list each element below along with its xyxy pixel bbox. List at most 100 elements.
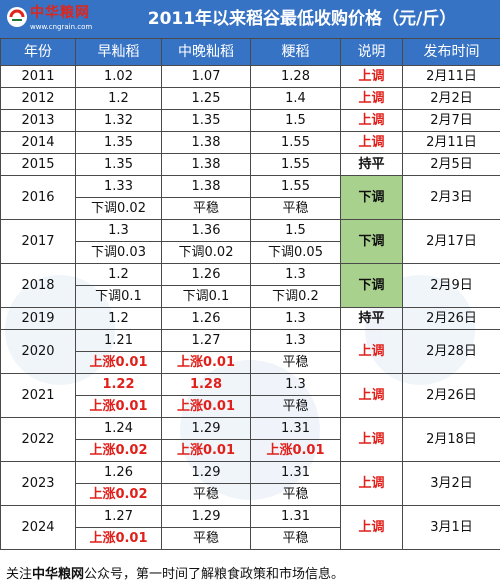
cell-japonica-change: 平稳	[250, 483, 341, 506]
cell-japonica-change: 平稳	[250, 527, 341, 550]
cell-japonica: 1.28	[250, 65, 341, 88]
cell-early-change: 上涨0.02	[75, 439, 162, 462]
logo: 中华粮网 www.cngrain.com	[6, 5, 104, 35]
cell-japonica: 1.3	[250, 263, 341, 286]
cell-mid: 1.29	[161, 461, 251, 484]
table-row: 2022 1.24 1.29 1.31 上调 2月18日	[0, 417, 500, 462]
cell-japonica: 1.55	[250, 175, 341, 198]
table-row: 2014 1.35 1.38 1.55 上调 2月11日	[0, 131, 500, 154]
cell-note: 持平	[340, 307, 403, 330]
table-row: 2023 1.26 1.29 1.31 上调 3月2日	[0, 461, 500, 506]
cell-note: 上调	[340, 109, 403, 132]
cell-mid: 1.29	[161, 505, 251, 528]
table-row: 2021 1.22 1.28 1.3 上调 2月26日	[0, 373, 500, 418]
table-row-change: 上涨0.02 平稳 平稳	[1, 483, 500, 506]
column-header: 粳稻	[250, 38, 341, 66]
table-row: 2017 1.3 1.36 1.5 下调 2月17日	[0, 219, 500, 264]
cell-japonica-change: 平稳	[250, 197, 341, 220]
cell-note: 上调	[340, 87, 403, 110]
cell-mid: 1.29	[161, 417, 251, 440]
cell-early: 1.3	[75, 219, 162, 242]
cell-mid-change: 上涨0.01	[161, 395, 251, 418]
cell-early-change: 下调0.02	[75, 197, 162, 220]
cell-early: 1.35	[75, 131, 162, 154]
cell-early-change: 下调0.1	[75, 285, 162, 308]
cell-date: 2月9日	[402, 263, 500, 308]
cell-early-change: 上涨0.02	[75, 483, 162, 506]
table-row: 2020 1.21 1.27 1.3 上调 2月28日	[0, 329, 500, 374]
cell-early: 1.33	[75, 175, 162, 198]
cell-japonica: 1.4	[250, 87, 341, 110]
cell-date: 3月2日	[402, 461, 500, 506]
cell-note: 上调	[340, 65, 403, 88]
cell-japonica: 1.3	[250, 373, 341, 396]
cell-japonica: 1.55	[250, 153, 341, 176]
column-header: 中晚籼稻	[161, 38, 251, 66]
cell-year: 2012	[0, 87, 76, 110]
table-header-row: 年份 早籼稻 中晚籼稻 粳稻 说明 发布时间	[0, 38, 500, 66]
cell-date: 2月28日	[402, 329, 500, 374]
cell-mid-change: 平稳	[161, 527, 251, 550]
column-header: 早籼稻	[75, 38, 162, 66]
cell-note: 上调	[340, 417, 403, 462]
cell-date: 2月26日	[402, 373, 500, 418]
cell-japonica: 1.31	[250, 417, 341, 440]
cell-mid: 1.28	[161, 373, 251, 396]
page-title: 2011年以来稻谷最低收购价格（元/斤）	[147, 9, 457, 29]
table-row: 2018 1.2 1.26 1.3 下调 2月9日	[0, 263, 500, 308]
cell-year: 2020	[0, 329, 76, 374]
cell-mid: 1.38	[161, 131, 251, 154]
cell-mid: 1.07	[161, 65, 251, 88]
cell-early: 1.22	[75, 373, 162, 396]
cell-early: 1.2	[75, 87, 162, 110]
table-row-change: 上涨0.01 平稳 平稳	[1, 527, 500, 550]
cell-early: 1.32	[75, 109, 162, 132]
cell-mid: 1.26	[161, 263, 251, 286]
cell-note: 持平	[340, 153, 403, 176]
cell-note: 上调	[340, 505, 403, 550]
cell-early: 1.2	[75, 307, 162, 330]
cell-date: 2月18日	[402, 417, 500, 462]
cell-japonica: 1.31	[250, 461, 341, 484]
cell-early: 1.02	[75, 65, 162, 88]
cell-japonica-change: 下调0.2	[250, 285, 341, 308]
cell-japonica-change: 上涨0.01	[250, 439, 341, 462]
table-row: 2015 1.35 1.38 1.55 持平 2月5日	[0, 153, 500, 176]
cell-year: 2014	[0, 131, 76, 154]
cell-japonica: 1.5	[250, 219, 341, 242]
table-body: 2011 1.02 1.07 1.28 上调 2月11日 2012 1.2 1.25 1.4 上调 2…	[0, 65, 500, 550]
cell-early-change: 上涨0.01	[75, 527, 162, 550]
cell-early: 1.24	[75, 417, 162, 440]
cell-early: 1.27	[75, 505, 162, 528]
cell-japonica-change: 平稳	[250, 351, 341, 374]
footer-prefix: 关注	[6, 567, 33, 582]
cell-japonica: 1.55	[250, 131, 341, 154]
cell-note: 上调	[340, 329, 403, 374]
cell-mid: 1.38	[161, 175, 251, 198]
cell-year: 2019	[0, 307, 76, 330]
cell-year: 2013	[0, 109, 76, 132]
cell-early: 1.26	[75, 461, 162, 484]
cell-mid: 1.25	[161, 87, 251, 110]
footer-brand: 中华粮网	[32, 567, 85, 582]
footer-suffix: 公众号，第一时间了解粮食政策和市场信息。	[84, 567, 345, 582]
cell-mid-change: 平稳	[161, 197, 251, 220]
logo-url: www.cngrain.com	[30, 23, 93, 31]
cell-mid: 1.38	[161, 153, 251, 176]
price-table: 年份 早籼稻 中晚籼稻 粳稻 说明 发布时间 2011 1.02 1.07 1.28 上…	[0, 38, 500, 550]
cell-note: 上调	[340, 461, 403, 506]
cell-note: 下调	[340, 263, 403, 308]
cell-year: 2018	[0, 263, 76, 308]
cell-date: 2月11日	[402, 65, 500, 88]
cell-date: 2月26日	[402, 307, 500, 330]
logo-name: 中华粮网	[30, 5, 90, 21]
cell-note: 上调	[340, 131, 403, 154]
cell-year: 2024	[0, 505, 76, 550]
cell-note: 下调	[340, 175, 403, 220]
cell-date: 2月3日	[402, 175, 500, 220]
table-row-change: 上涨0.01 上涨0.01 平稳	[1, 351, 500, 374]
cell-date: 2月5日	[402, 153, 500, 176]
cell-date: 2月7日	[402, 109, 500, 132]
cell-early: 1.21	[75, 329, 162, 352]
footer-note: 关注中华粮网公众号，第一时间了解粮食政策和市场信息。	[0, 563, 500, 586]
